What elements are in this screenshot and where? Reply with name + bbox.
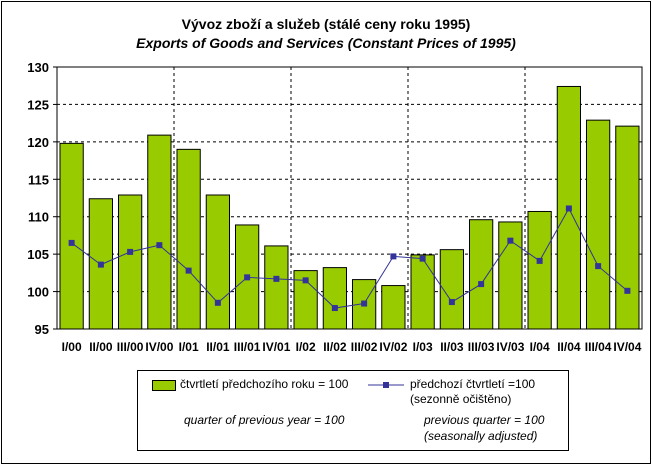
bar <box>205 194 230 330</box>
line-point <box>595 263 602 270</box>
bar <box>322 267 347 330</box>
line-point <box>68 239 75 246</box>
line-point <box>565 205 572 212</box>
line-point <box>390 253 397 260</box>
line-point <box>156 242 163 249</box>
y-tick-label: 100 <box>27 285 49 300</box>
legend-line-label-en-text: previous quarter = 100 <box>424 413 545 427</box>
line-point <box>127 248 134 255</box>
line-point <box>507 237 514 244</box>
legend-line-note-en-text: (seasonally adjusted) <box>424 429 538 443</box>
legend-line-note-en: (seasonally adjusted) <box>424 429 537 443</box>
x-tick-label: I/02 <box>296 340 316 354</box>
x-tick-label: II/00 <box>89 340 113 354</box>
chart-title: Vývoz zboží a služeb (stálé ceny roku 19… <box>181 16 471 32</box>
line-point <box>361 300 368 307</box>
legend-line-swatch <box>368 382 404 388</box>
x-tick-label: I/01 <box>179 340 199 354</box>
x-tick-label: IV/04 <box>613 340 641 354</box>
plot-border <box>56 66 643 330</box>
legend-line-label: předchozí čtvrtletí =100 <box>410 377 536 391</box>
x-tick-label: IV/01 <box>262 340 290 354</box>
y-tick-label: 120 <box>27 135 49 150</box>
bar <box>527 210 552 330</box>
x-tick-label: IV/02 <box>379 340 407 354</box>
y-tick-label: 110 <box>28 210 49 225</box>
bar <box>469 219 494 330</box>
line-point <box>536 257 543 264</box>
x-tick-label: III/03 <box>468 340 495 354</box>
x-tick-label: II/02 <box>323 340 347 354</box>
x-tick-label: III/04 <box>585 340 612 354</box>
line-point <box>331 305 338 312</box>
line-point <box>478 281 485 288</box>
x-tick-label: II/03 <box>440 340 464 354</box>
y-tick-label: 115 <box>28 172 49 187</box>
x-tick-label: III/01 <box>234 340 261 354</box>
bar <box>59 142 84 330</box>
line-point <box>97 261 104 268</box>
bar <box>147 134 172 330</box>
x-tick-label: I/04 <box>530 340 550 354</box>
bar <box>264 245 289 330</box>
legend-line-label-en: previous quarter = 100 <box>424 413 544 427</box>
x-tick-label: I/00 <box>62 340 82 354</box>
line-series <box>71 207 628 309</box>
bar <box>615 125 640 330</box>
line-point <box>302 277 309 284</box>
legend-bar-label-en-text: quarter of previous year = 100 <box>184 413 345 427</box>
y-tick-label: 130 <box>27 60 49 75</box>
bar <box>439 249 464 330</box>
line-point <box>214 299 221 306</box>
bar <box>410 254 435 330</box>
x-tick-label: IV/00 <box>145 340 173 354</box>
y-tick-label: 95 <box>35 322 49 337</box>
x-tick-label: III/00 <box>117 340 144 354</box>
x-tick-label: II/04 <box>557 340 581 354</box>
line-point <box>419 255 426 262</box>
legend-bar-label: čtvrtletí předchozího roku = 100 <box>180 377 349 391</box>
x-tick-label: II/01 <box>206 340 230 354</box>
bar <box>118 194 143 330</box>
line-point <box>244 274 251 281</box>
x-tick-label: III/02 <box>351 340 378 354</box>
line-point <box>624 287 631 294</box>
bar <box>381 285 406 330</box>
legend-bar-swatch <box>152 380 176 391</box>
bar <box>176 148 201 330</box>
legend: čtvrtletí předchozího roku = 100 quarter… <box>137 370 569 451</box>
x-tick-label: I/03 <box>413 340 433 354</box>
line-point <box>185 267 192 274</box>
y-tick-label: 105 <box>27 247 49 262</box>
bar <box>586 119 611 330</box>
line-point <box>448 299 455 306</box>
y-tick-label: 125 <box>27 97 49 112</box>
chart-subtitle: Exports of Goods and Services (Constant … <box>136 35 516 51</box>
legend-bar-label-en: quarter of previous year = 100 <box>184 413 344 427</box>
x-tick-label: IV/03 <box>496 340 524 354</box>
legend-line-note: (sezonně očištěno) <box>410 392 512 406</box>
line-point <box>273 275 280 282</box>
